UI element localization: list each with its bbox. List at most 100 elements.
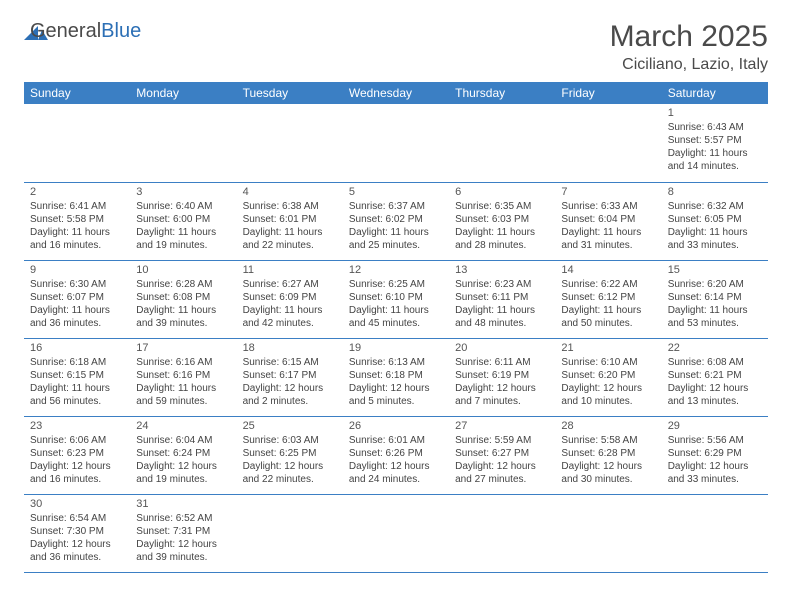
- sunrise-text: Sunrise: 6:18 AM: [30, 356, 124, 369]
- sunrise-text: Sunrise: 6:43 AM: [668, 121, 762, 134]
- sunrise-text: Sunrise: 6:37 AM: [349, 200, 443, 213]
- month-title: March 2025: [610, 20, 768, 54]
- calendar-cell: 26Sunrise: 6:01 AMSunset: 6:26 PMDayligh…: [343, 416, 449, 494]
- sunrise-text: Sunrise: 6:10 AM: [561, 356, 655, 369]
- daylight-text: Daylight: 12 hours and 2 minutes.: [243, 382, 337, 408]
- sunset-text: Sunset: 6:19 PM: [455, 369, 549, 382]
- day-number: 27: [455, 419, 549, 433]
- sunset-text: Sunset: 6:25 PM: [243, 447, 337, 460]
- sunrise-text: Sunrise: 6:06 AM: [30, 434, 124, 447]
- calendar-cell: 31Sunrise: 6:52 AMSunset: 7:31 PMDayligh…: [130, 494, 236, 572]
- calendar-body: 1Sunrise: 6:43 AMSunset: 5:57 PMDaylight…: [24, 104, 768, 572]
- sunrise-text: Sunrise: 6:38 AM: [243, 200, 337, 213]
- sunset-text: Sunset: 6:09 PM: [243, 291, 337, 304]
- sunset-text: Sunset: 6:12 PM: [561, 291, 655, 304]
- daylight-text: Daylight: 12 hours and 30 minutes.: [561, 460, 655, 486]
- sunset-text: Sunset: 7:31 PM: [136, 525, 230, 538]
- sunset-text: Sunset: 6:08 PM: [136, 291, 230, 304]
- daylight-text: Daylight: 12 hours and 7 minutes.: [455, 382, 549, 408]
- sunset-text: Sunset: 6:05 PM: [668, 213, 762, 226]
- weekday-header-row: Sunday Monday Tuesday Wednesday Thursday…: [24, 82, 768, 104]
- calendar-cell: 17Sunrise: 6:16 AMSunset: 6:16 PMDayligh…: [130, 338, 236, 416]
- day-number: 11: [243, 263, 337, 277]
- weekday-header: Friday: [555, 82, 661, 104]
- sunrise-text: Sunrise: 6:15 AM: [243, 356, 337, 369]
- daylight-text: Daylight: 12 hours and 16 minutes.: [30, 460, 124, 486]
- calendar-cell: 16Sunrise: 6:18 AMSunset: 6:15 PMDayligh…: [24, 338, 130, 416]
- daylight-text: Daylight: 12 hours and 33 minutes.: [668, 460, 762, 486]
- daylight-text: Daylight: 11 hours and 39 minutes.: [136, 304, 230, 330]
- sunset-text: Sunset: 7:30 PM: [30, 525, 124, 538]
- weekday-header: Tuesday: [237, 82, 343, 104]
- sunrise-text: Sunrise: 6:16 AM: [136, 356, 230, 369]
- sunset-text: Sunset: 6:28 PM: [561, 447, 655, 460]
- day-number: 16: [30, 341, 124, 355]
- calendar-cell: 3Sunrise: 6:40 AMSunset: 6:00 PMDaylight…: [130, 182, 236, 260]
- day-number: 29: [668, 419, 762, 433]
- calendar-cell: 6Sunrise: 6:35 AMSunset: 6:03 PMDaylight…: [449, 182, 555, 260]
- daylight-text: Daylight: 11 hours and 31 minutes.: [561, 226, 655, 252]
- day-number: 23: [30, 419, 124, 433]
- day-number: 17: [136, 341, 230, 355]
- sunrise-text: Sunrise: 6:23 AM: [455, 278, 549, 291]
- daylight-text: Daylight: 11 hours and 48 minutes.: [455, 304, 549, 330]
- calendar-cell: 2Sunrise: 6:41 AMSunset: 5:58 PMDaylight…: [24, 182, 130, 260]
- day-number: 18: [243, 341, 337, 355]
- sunrise-text: Sunrise: 5:56 AM: [668, 434, 762, 447]
- day-number: 30: [30, 497, 124, 511]
- daylight-text: Daylight: 11 hours and 50 minutes.: [561, 304, 655, 330]
- calendar-cell: 12Sunrise: 6:25 AMSunset: 6:10 PMDayligh…: [343, 260, 449, 338]
- calendar-cell: 8Sunrise: 6:32 AMSunset: 6:05 PMDaylight…: [662, 182, 768, 260]
- day-number: 14: [561, 263, 655, 277]
- logo-text-general: General: [30, 20, 101, 42]
- weekday-header: Thursday: [449, 82, 555, 104]
- daylight-text: Daylight: 11 hours and 28 minutes.: [455, 226, 549, 252]
- sunset-text: Sunset: 5:58 PM: [30, 213, 124, 226]
- sunset-text: Sunset: 6:23 PM: [30, 447, 124, 460]
- sunset-text: Sunset: 6:10 PM: [349, 291, 443, 304]
- sunrise-text: Sunrise: 6:35 AM: [455, 200, 549, 213]
- daylight-text: Daylight: 11 hours and 56 minutes.: [30, 382, 124, 408]
- sunrise-text: Sunrise: 5:58 AM: [561, 434, 655, 447]
- sunset-text: Sunset: 6:29 PM: [668, 447, 762, 460]
- calendar-cell: 5Sunrise: 6:37 AMSunset: 6:02 PMDaylight…: [343, 182, 449, 260]
- day-number: 15: [668, 263, 762, 277]
- sunset-text: Sunset: 6:11 PM: [455, 291, 549, 304]
- daylight-text: Daylight: 11 hours and 16 minutes.: [30, 226, 124, 252]
- day-number: 26: [349, 419, 443, 433]
- sunrise-text: Sunrise: 6:28 AM: [136, 278, 230, 291]
- sunrise-text: Sunrise: 6:32 AM: [668, 200, 762, 213]
- daylight-text: Daylight: 12 hours and 22 minutes.: [243, 460, 337, 486]
- daylight-text: Daylight: 11 hours and 14 minutes.: [668, 147, 762, 173]
- day-number: 25: [243, 419, 337, 433]
- calendar-cell: 11Sunrise: 6:27 AMSunset: 6:09 PMDayligh…: [237, 260, 343, 338]
- sunrise-text: Sunrise: 6:33 AM: [561, 200, 655, 213]
- calendar-cell: [555, 104, 661, 182]
- weekday-header: Wednesday: [343, 82, 449, 104]
- sunset-text: Sunset: 6:27 PM: [455, 447, 549, 460]
- sunset-text: Sunset: 6:00 PM: [136, 213, 230, 226]
- weekday-header: Saturday: [662, 82, 768, 104]
- calendar-cell: [24, 104, 130, 182]
- header-right: March 2025 Ciciliano, Lazio, Italy: [610, 20, 768, 74]
- calendar-cell: [343, 104, 449, 182]
- calendar-cell: 19Sunrise: 6:13 AMSunset: 6:18 PMDayligh…: [343, 338, 449, 416]
- calendar-cell: 29Sunrise: 5:56 AMSunset: 6:29 PMDayligh…: [662, 416, 768, 494]
- day-number: 7: [561, 185, 655, 199]
- sunset-text: Sunset: 6:07 PM: [30, 291, 124, 304]
- day-number: 3: [136, 185, 230, 199]
- calendar-row: 30Sunrise: 6:54 AMSunset: 7:30 PMDayligh…: [24, 494, 768, 572]
- calendar-cell: 13Sunrise: 6:23 AMSunset: 6:11 PMDayligh…: [449, 260, 555, 338]
- weekday-header: Monday: [130, 82, 236, 104]
- calendar-cell: 10Sunrise: 6:28 AMSunset: 6:08 PMDayligh…: [130, 260, 236, 338]
- sunrise-text: Sunrise: 6:11 AM: [455, 356, 549, 369]
- daylight-text: Daylight: 12 hours and 39 minutes.: [136, 538, 230, 564]
- sunrise-text: Sunrise: 6:30 AM: [30, 278, 124, 291]
- weekday-header: Sunday: [24, 82, 130, 104]
- daylight-text: Daylight: 12 hours and 27 minutes.: [455, 460, 549, 486]
- sunset-text: Sunset: 6:17 PM: [243, 369, 337, 382]
- sunrise-text: Sunrise: 6:52 AM: [136, 512, 230, 525]
- calendar-cell: [449, 494, 555, 572]
- daylight-text: Daylight: 12 hours and 13 minutes.: [668, 382, 762, 408]
- calendar-cell: 9Sunrise: 6:30 AMSunset: 6:07 PMDaylight…: [24, 260, 130, 338]
